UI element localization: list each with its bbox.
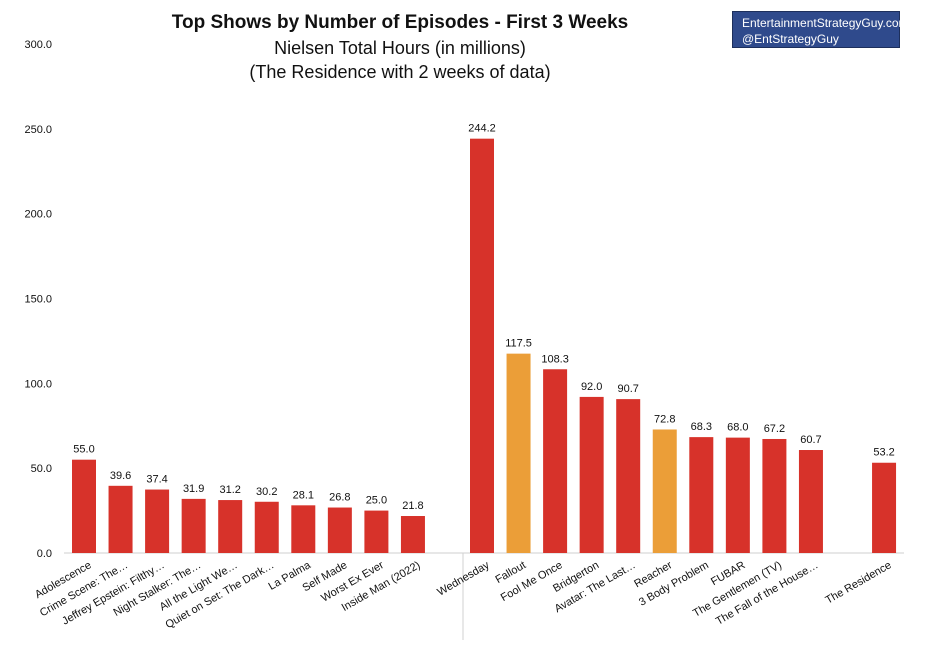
data-label: 244.2 (468, 123, 496, 135)
data-label: 28.1 (293, 489, 314, 501)
y-tick-label: 300.0 (24, 39, 52, 51)
data-label: 67.2 (764, 423, 785, 435)
y-tick-label: 50.0 (31, 463, 52, 475)
data-label: 31.9 (183, 483, 204, 495)
bar (470, 138, 494, 553)
bar (689, 437, 714, 553)
x-tick-label: Wednesday (435, 559, 492, 599)
data-label: 26.8 (329, 492, 350, 504)
data-label: 53.2 (873, 447, 894, 459)
credit-handle: @EntStrategyGuy (742, 32, 839, 46)
data-label: 72.8 (654, 413, 675, 425)
bar (364, 510, 389, 553)
data-label: 92.0 (581, 381, 602, 393)
bar (798, 450, 823, 553)
bar (400, 516, 425, 553)
bar (652, 429, 677, 553)
y-tick-label: 0.0 (37, 548, 52, 560)
data-label: 21.8 (402, 500, 423, 512)
data-label: 108.3 (541, 353, 569, 365)
data-label: 68.0 (727, 422, 748, 434)
bar (72, 459, 96, 553)
bar (218, 500, 243, 553)
bar (725, 437, 750, 553)
data-label: 31.2 (219, 484, 240, 496)
bar (616, 399, 641, 553)
data-label: 68.3 (691, 421, 712, 433)
data-label: 55.0 (73, 444, 94, 456)
bar (579, 396, 604, 553)
data-label: 37.4 (146, 474, 167, 486)
bar (506, 353, 531, 553)
data-label: 39.6 (110, 470, 131, 482)
bar (145, 489, 170, 553)
y-tick-label: 150.0 (24, 294, 52, 306)
x-tick-label: The Residence (823, 559, 893, 606)
chart-title: Top Shows by Number of Episodes - First … (171, 12, 629, 33)
y-tick-label: 200.0 (24, 209, 52, 221)
credit-box: EntertainmentStrategyGuy.com @EntStrateg… (732, 11, 909, 48)
bar (762, 438, 787, 553)
chart-subtitle-line-1: Nielsen Total Hours (in millions) (274, 38, 526, 58)
data-label: 117.5 (505, 338, 532, 350)
chart-subtitle-line-2: (The Residence with 2 weeks of data) (249, 62, 551, 82)
data-label: 25.0 (366, 495, 387, 507)
credit-website: EntertainmentStrategyGuy.com (742, 16, 909, 30)
y-tick-label: 100.0 (24, 378, 52, 390)
bar (181, 498, 206, 553)
title-block: Top Shows by Number of Episodes - First … (160, 10, 640, 84)
bar (291, 505, 316, 553)
bar (872, 462, 897, 553)
data-label: 90.7 (617, 383, 638, 395)
data-label: 30.2 (256, 486, 277, 498)
y-tick-label: 250.0 (24, 124, 52, 136)
bar (327, 507, 352, 553)
bar (108, 485, 133, 553)
bar (254, 501, 279, 553)
data-label: 60.7 (800, 434, 821, 446)
bar (543, 369, 568, 553)
